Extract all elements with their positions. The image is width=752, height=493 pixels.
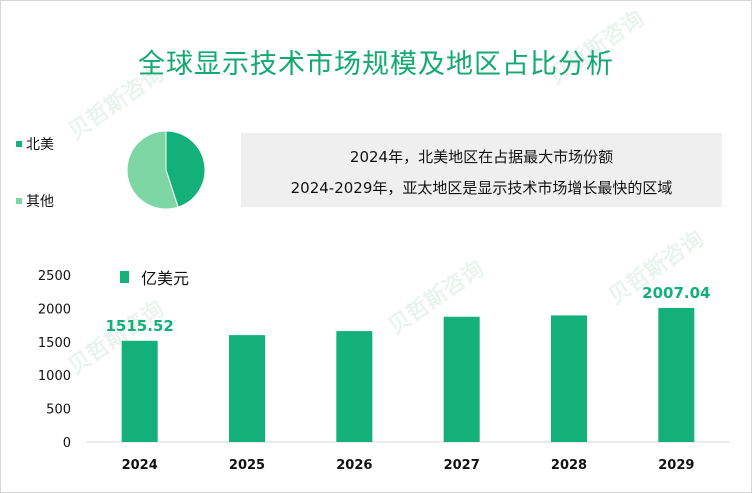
bar-legend-swatch: [120, 271, 129, 283]
bar: [443, 316, 480, 442]
data-label: 2007.04: [642, 284, 710, 302]
note-line: 2024年，北美地区在占据最大市场份额: [349, 148, 614, 166]
x-tick-label: 2026: [336, 458, 372, 473]
bar-legend: 亿美元: [120, 265, 189, 289]
bar: [551, 315, 587, 442]
y-tick-label: 500: [46, 403, 71, 418]
chart-title: 全球显示技术市场规模及地区占比分析: [138, 49, 614, 80]
x-tick-label: 2024: [122, 458, 158, 473]
pie-legend-item: 北美: [16, 134, 54, 154]
x-tick-label: 2025: [229, 458, 265, 473]
x-tick-label: 2027: [444, 458, 480, 473]
note-line: 2024-2029年，亚太地区是显示技术市场增长最快的区域: [290, 179, 673, 197]
y-tick-label: 2500: [38, 269, 71, 284]
x-tick-label: 2028: [551, 458, 587, 473]
y-tick-label: 1500: [38, 336, 71, 351]
bar-legend-label: 亿美元: [141, 269, 190, 288]
pie-slice: [165, 130, 206, 208]
y-tick-label: 0: [63, 436, 71, 451]
pie-legend-label: 北美: [26, 137, 54, 153]
pie-legend-item: 其他: [16, 191, 54, 211]
legend-swatch: [16, 198, 22, 204]
x-tick-label: 2029: [658, 458, 694, 473]
note-box: 2024年，北美地区在占据最大市场份额 2024-2029年，亚太地区是显示技术…: [241, 133, 722, 207]
bar: [121, 340, 158, 442]
bar: [229, 335, 265, 442]
pie-slice: [126, 130, 179, 210]
bar: [658, 307, 695, 442]
data-label: 1515.52: [106, 317, 174, 335]
bar: [336, 331, 373, 442]
y-tick-label: 1000: [38, 369, 71, 384]
pie-legend-label: 其他: [26, 194, 54, 210]
legend-swatch: [16, 141, 22, 147]
y-tick-label: 2000: [38, 302, 71, 317]
